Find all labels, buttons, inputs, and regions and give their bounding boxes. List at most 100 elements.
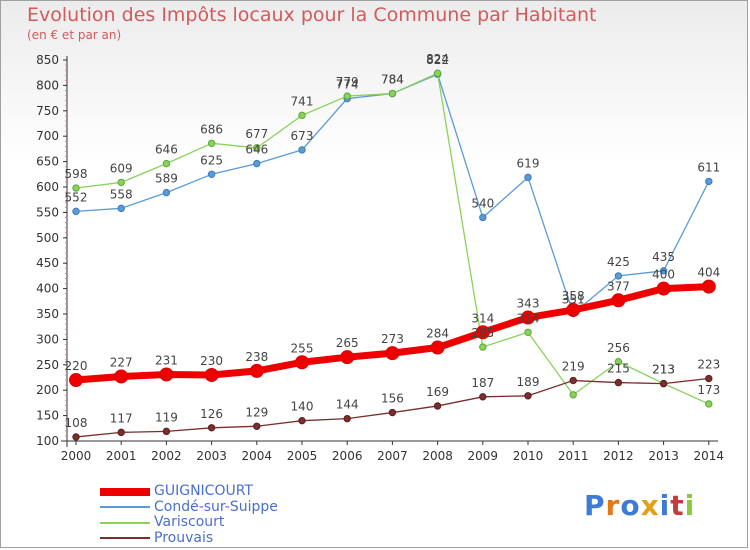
x-tick-label: 2000 bbox=[61, 449, 92, 463]
data-label: 273 bbox=[381, 332, 404, 346]
data-label: 774 bbox=[336, 78, 359, 92]
data-point bbox=[479, 213, 487, 222]
data-point bbox=[433, 402, 442, 410]
data-point bbox=[388, 89, 397, 98]
legend-swatch bbox=[100, 521, 150, 524]
data-label: 589 bbox=[155, 172, 178, 186]
x-tick-label: 2006 bbox=[332, 449, 363, 463]
data-label: 824 bbox=[426, 52, 449, 66]
data-label: 625 bbox=[200, 153, 223, 167]
chart-subtitle: (en € et par an) bbox=[27, 28, 122, 42]
data-point bbox=[705, 400, 713, 408]
data-label: 558 bbox=[110, 187, 133, 201]
y-tick-label: 450 bbox=[36, 256, 59, 270]
data-label: 609 bbox=[110, 161, 133, 175]
x-tick-label: 2013 bbox=[648, 449, 679, 463]
series-line-cond-sur-suippe bbox=[75, 73, 710, 315]
y-tick-label: 550 bbox=[36, 205, 59, 219]
legend-label: Prouvais bbox=[154, 529, 214, 546]
y-tick-label: 800 bbox=[36, 78, 59, 92]
data-label: 677 bbox=[245, 127, 268, 141]
data-label: 255 bbox=[291, 341, 314, 355]
data-label: 611 bbox=[697, 160, 720, 174]
data-label: 219 bbox=[562, 360, 585, 374]
data-point bbox=[614, 358, 623, 366]
data-label: 227 bbox=[110, 355, 133, 369]
y-tick-label: 250 bbox=[36, 358, 59, 372]
data-label: 215 bbox=[607, 362, 630, 376]
data-label: 213 bbox=[652, 363, 675, 377]
x-tick-label: 2009 bbox=[468, 449, 499, 463]
y-tick-label: 400 bbox=[36, 282, 59, 296]
data-point bbox=[611, 293, 626, 308]
data-point bbox=[117, 428, 125, 437]
data-point bbox=[249, 363, 264, 378]
data-point bbox=[388, 408, 397, 417]
y-tick-label: 750 bbox=[36, 104, 59, 118]
data-label: 213 bbox=[652, 363, 675, 377]
data-label: 779 bbox=[336, 75, 359, 89]
data-point bbox=[475, 325, 490, 340]
data-point bbox=[430, 340, 445, 355]
data-point bbox=[524, 392, 532, 400]
data-label: 265 bbox=[336, 336, 359, 350]
data-point bbox=[524, 173, 532, 182]
data-label: 230 bbox=[200, 354, 223, 368]
data-point bbox=[69, 373, 83, 388]
data-label: 358 bbox=[562, 289, 585, 303]
data-label: 351 bbox=[562, 292, 585, 306]
data-point bbox=[159, 367, 174, 382]
legend-label: Variscourt bbox=[154, 514, 225, 530]
data-point bbox=[253, 144, 261, 152]
data-label: 686 bbox=[200, 122, 223, 136]
data-label: 144 bbox=[336, 398, 359, 412]
y-tick-label: 850 bbox=[36, 53, 59, 67]
x-tick-label: 2010 bbox=[513, 449, 544, 463]
data-label: 173 bbox=[697, 383, 720, 397]
logo-letter: i bbox=[684, 489, 696, 522]
x-tick-label: 2004 bbox=[242, 449, 273, 463]
data-point bbox=[659, 379, 668, 388]
x-tick-label: 2014 bbox=[694, 449, 725, 463]
logo-letter: x bbox=[640, 489, 660, 522]
data-point bbox=[521, 310, 535, 325]
y-tick-label: 650 bbox=[36, 155, 59, 169]
logo-letter: o bbox=[620, 489, 641, 522]
legend-label: Condé-sur-Suippe bbox=[154, 498, 278, 515]
data-point bbox=[204, 367, 219, 382]
data-label: 108 bbox=[65, 416, 88, 430]
data-label: 377 bbox=[607, 279, 630, 293]
data-point bbox=[298, 416, 306, 425]
data-point bbox=[253, 159, 261, 168]
data-point bbox=[524, 328, 532, 336]
data-point bbox=[298, 146, 306, 154]
x-tick-label: 2003 bbox=[196, 449, 227, 463]
data-label: 784 bbox=[381, 73, 404, 87]
data-label: 119 bbox=[155, 410, 178, 424]
data-label: 238 bbox=[245, 350, 268, 364]
data-label: 187 bbox=[471, 376, 494, 390]
data-point bbox=[705, 177, 713, 186]
data-label: 314 bbox=[517, 311, 540, 325]
y-tick-label: 300 bbox=[36, 332, 59, 346]
data-point bbox=[705, 374, 713, 383]
y-tick-label: 700 bbox=[36, 129, 59, 143]
x-tick-label: 2001 bbox=[106, 449, 137, 463]
data-label: 256 bbox=[607, 341, 630, 355]
x-tick-label: 2002 bbox=[151, 449, 182, 463]
data-label: 189 bbox=[517, 375, 540, 389]
logo-letter: r bbox=[605, 489, 621, 522]
data-label: 223 bbox=[697, 358, 720, 372]
data-point bbox=[343, 92, 351, 100]
data-label: 284 bbox=[426, 327, 449, 341]
data-label: 285 bbox=[471, 326, 494, 340]
data-label: 741 bbox=[291, 94, 314, 108]
y-tick-label: 100 bbox=[36, 434, 59, 448]
logo-letter: P bbox=[584, 489, 606, 522]
data-point bbox=[340, 350, 355, 365]
data-point bbox=[117, 204, 125, 213]
x-tick-label: 2008 bbox=[422, 449, 453, 463]
data-point bbox=[566, 302, 581, 317]
logo-letter: i bbox=[659, 489, 671, 522]
